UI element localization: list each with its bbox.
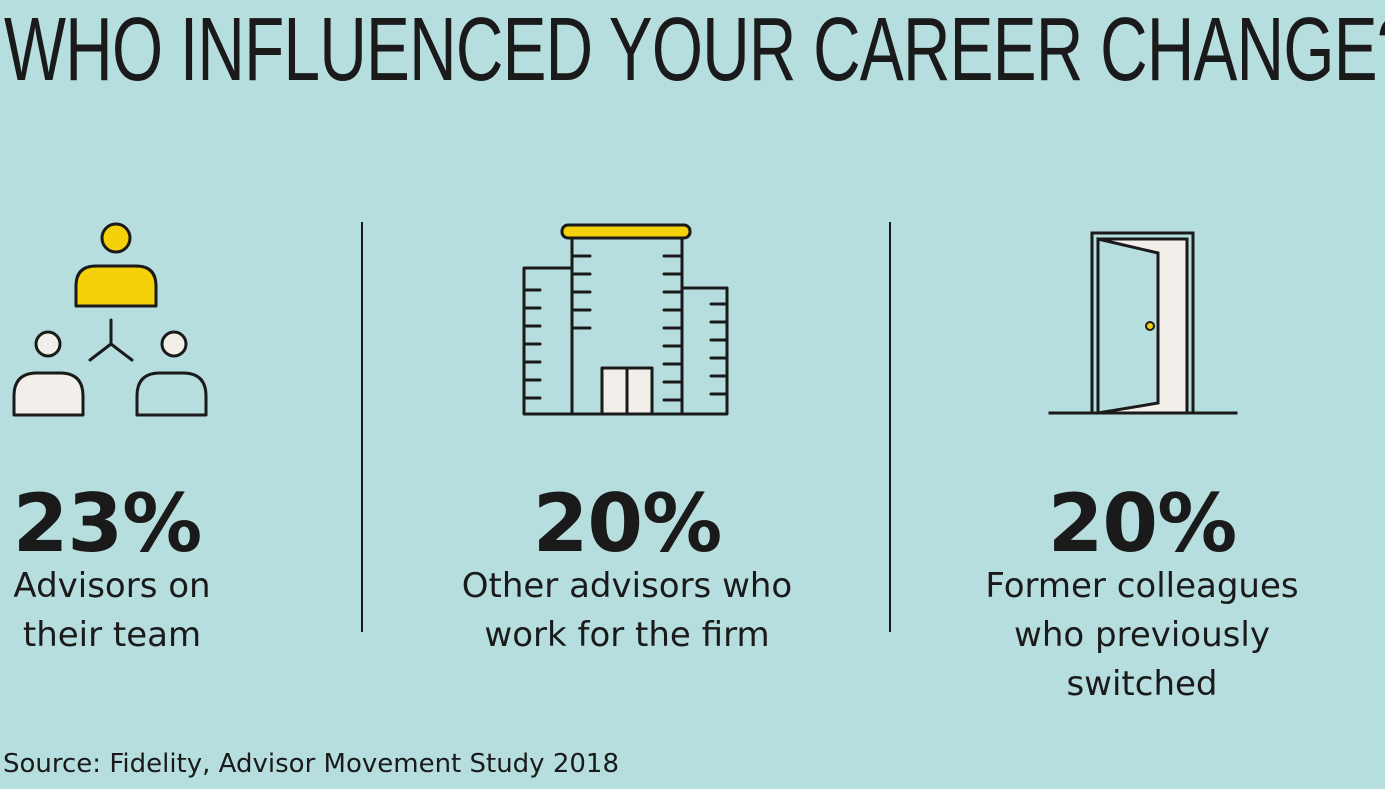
- stat-label-team: Advisors on their team: [13, 566, 211, 655]
- column-divider: [889, 222, 891, 632]
- team-people-icon: [12, 222, 208, 417]
- open-door-icon: [1048, 231, 1238, 415]
- stat-label-firm: Other advisors who work for the firm: [461, 566, 793, 655]
- stat-value-team: 23%: [12, 477, 202, 570]
- stat-label-former: Former colleagues who previously switche…: [985, 566, 1299, 704]
- stat-value-firm: 20%: [532, 477, 722, 570]
- page-title: WHO INFLUENCED YOUR CAREER CHANGE?: [4, 0, 1385, 100]
- office-building-icon: [522, 223, 729, 416]
- stat-value-former: 20%: [1047, 477, 1237, 570]
- source-note: Source: Fidelity, Advisor Movement Study…: [3, 749, 620, 779]
- column-divider: [361, 222, 363, 632]
